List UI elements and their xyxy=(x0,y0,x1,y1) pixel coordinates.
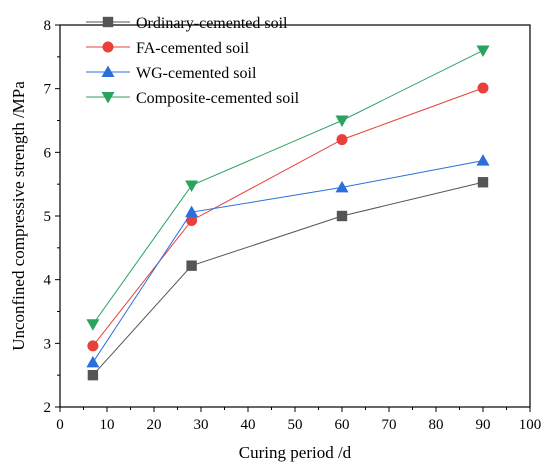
series-line xyxy=(92,160,484,363)
y-axis-title: Unconfined compressive strength /MPa xyxy=(9,81,28,351)
series-line xyxy=(92,50,484,325)
data-point xyxy=(477,177,489,188)
legend-item-0: Ordinary-cemented soil xyxy=(86,15,288,32)
legend-marker xyxy=(101,65,115,77)
x-tick-label: 100 xyxy=(519,417,542,433)
x-tick-label: 50 xyxy=(288,417,303,433)
y-tick-label: 3 xyxy=(44,336,52,352)
x-tick-label: 60 xyxy=(335,417,350,433)
series-layer xyxy=(86,45,490,381)
y-tick-label: 7 xyxy=(44,82,52,98)
series-2 xyxy=(86,154,490,368)
data-point xyxy=(335,180,349,193)
x-tick-label: 30 xyxy=(194,417,209,433)
data-point xyxy=(186,214,198,226)
x-tick-label: 90 xyxy=(476,417,491,433)
series-line xyxy=(92,181,484,376)
legend-label: WG-cemented soil xyxy=(136,65,257,82)
legend-label: Composite-cemented soil xyxy=(136,90,300,107)
x-tick-label: 80 xyxy=(429,417,444,433)
series-3 xyxy=(86,45,490,331)
series-1 xyxy=(87,82,489,352)
y-tick-label: 4 xyxy=(44,273,52,289)
legend-item-3: Composite-cemented soil xyxy=(86,90,300,107)
x-axis-title: Curing period /d xyxy=(239,443,352,462)
plot-frame xyxy=(59,24,531,408)
data-point xyxy=(186,260,197,271)
y-tick-label: 8 xyxy=(44,18,52,34)
data-point xyxy=(476,154,490,166)
data-point xyxy=(86,319,100,331)
x-tick-label: 70 xyxy=(382,417,397,433)
legend-label: FA-cemented soil xyxy=(136,40,250,57)
legend-item-2: WG-cemented soil xyxy=(86,65,257,82)
x-tick-label: 40 xyxy=(241,417,256,433)
x-tick-label: 10 xyxy=(100,417,115,433)
legend: Ordinary-cemented soil FA-cemented soil WG… xyxy=(86,15,300,107)
y-tick-label: 6 xyxy=(44,145,52,161)
data-point xyxy=(87,340,99,352)
data-point xyxy=(86,355,100,368)
data-point xyxy=(335,115,349,127)
data-point xyxy=(185,205,199,218)
x-tick-label: 20 xyxy=(147,417,162,433)
data-point xyxy=(476,45,490,57)
legend-marker xyxy=(101,92,115,104)
legend-item-1: FA-cemented soil xyxy=(86,40,250,57)
legend-marker xyxy=(102,16,114,28)
data-point xyxy=(87,369,99,381)
axes: 0 10 20 30 40 50 60 70 80 90 100 2 3 4 5 6 7 8 xyxy=(44,18,542,433)
legend-label: Ordinary-cemented soil xyxy=(136,15,288,32)
data-point xyxy=(477,82,489,94)
x-tick-label: 0 xyxy=(56,417,64,433)
y-tick-label: 5 xyxy=(44,209,52,225)
series-line xyxy=(92,87,484,347)
data-point xyxy=(336,210,348,222)
data-point xyxy=(185,180,199,192)
series-0 xyxy=(87,177,489,381)
data-point xyxy=(336,134,348,146)
y-tick-label: 2 xyxy=(44,400,52,416)
legend-marker xyxy=(102,41,114,53)
